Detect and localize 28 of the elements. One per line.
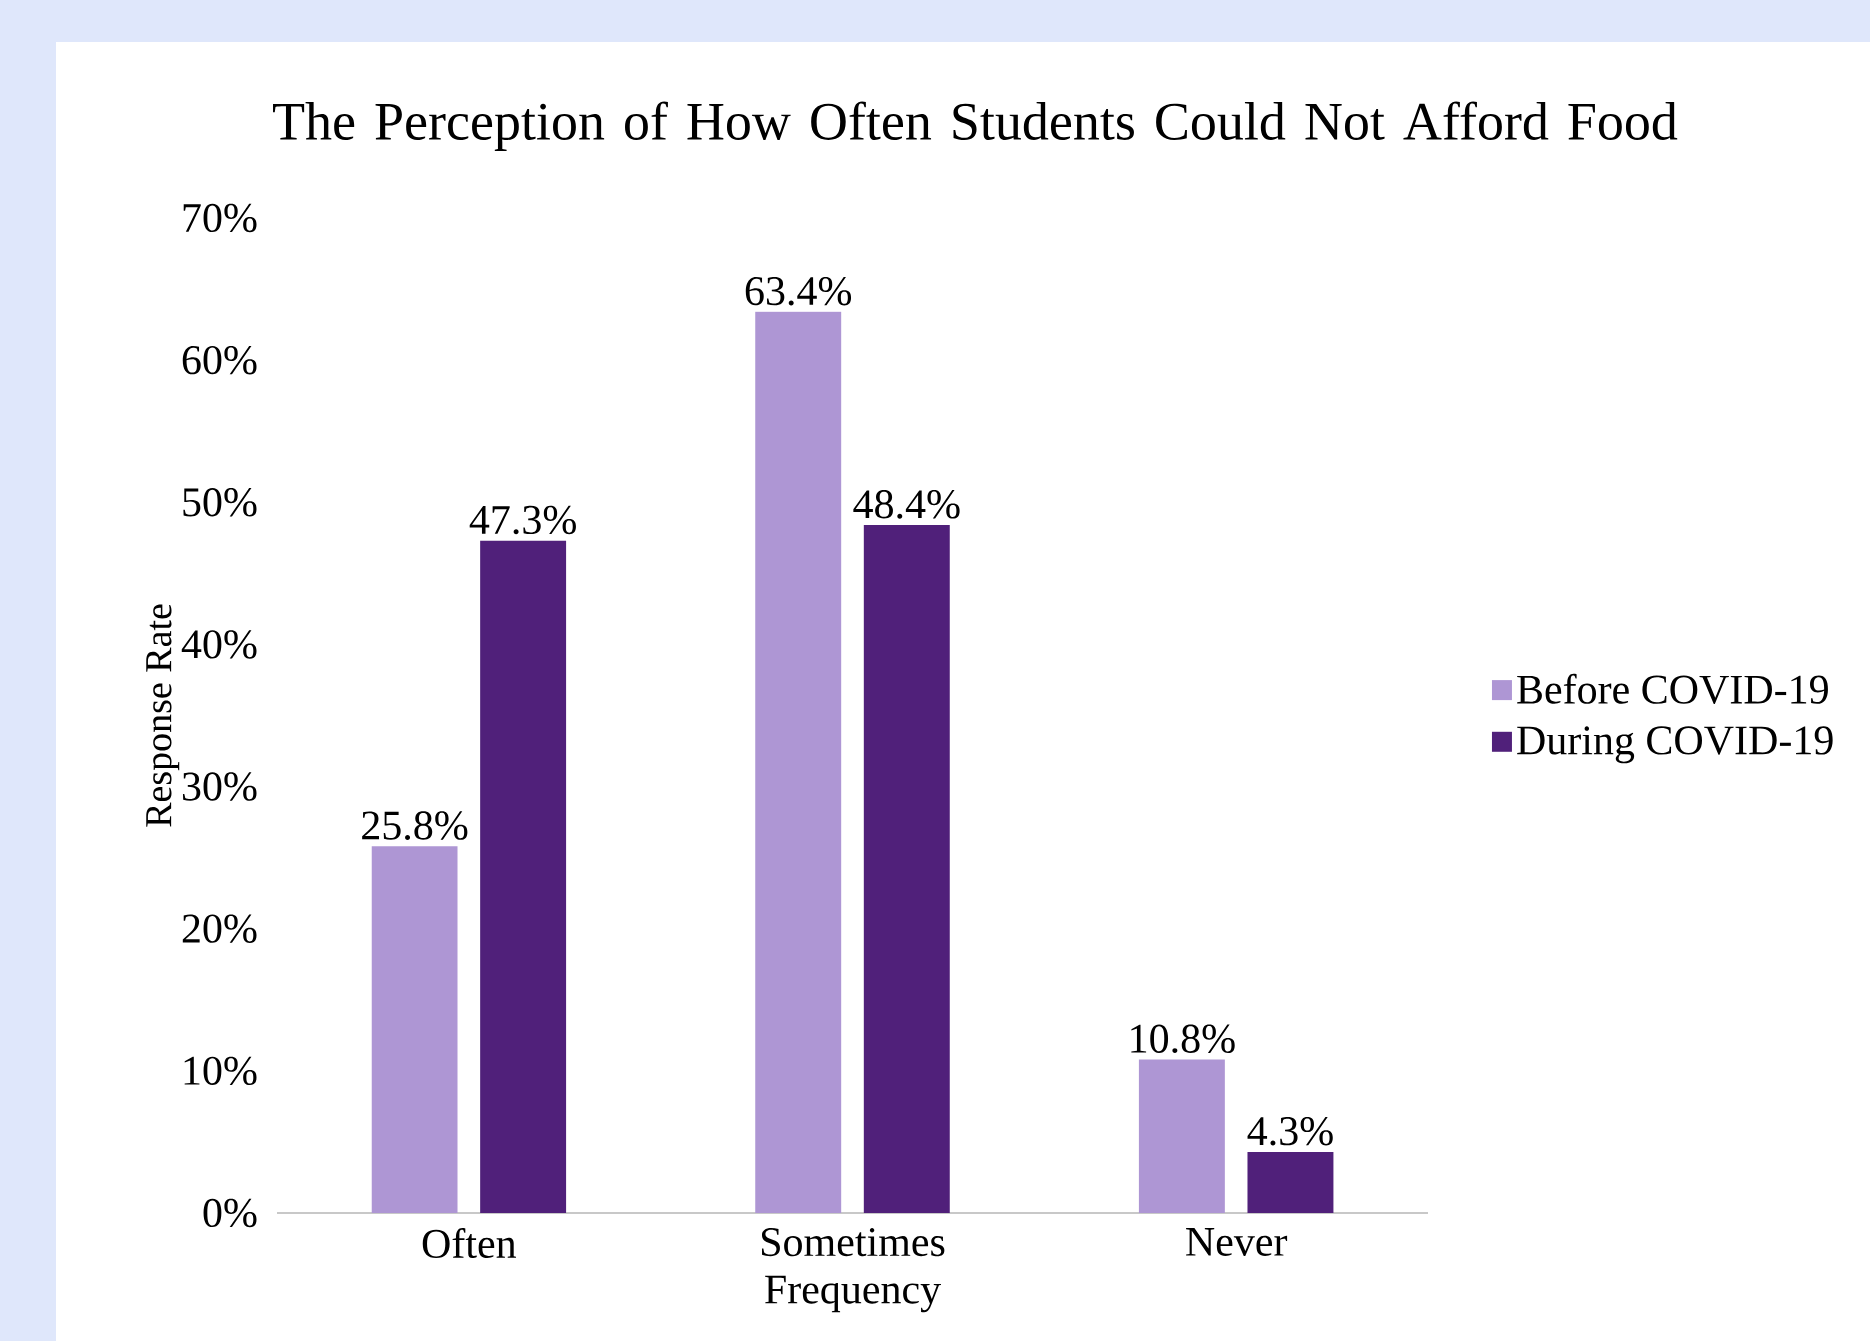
legend-label: Before COVID-19 bbox=[1517, 673, 1828, 705]
x-tick-label: Never bbox=[1186, 1228, 1288, 1256]
data-label: 10.8% bbox=[1131, 1024, 1235, 1054]
bar bbox=[755, 311, 842, 1213]
data-label: 48.4% bbox=[853, 490, 960, 519]
bar bbox=[371, 846, 458, 1213]
data-label: 63.4% bbox=[745, 276, 852, 306]
data-label: 4.3% bbox=[1247, 1116, 1333, 1146]
y-tick-label: 40% bbox=[181, 630, 257, 659]
data-label: 47.3% bbox=[469, 505, 576, 535]
x-tick-label: Often bbox=[422, 1228, 517, 1259]
y-tick-label: 50% bbox=[183, 488, 257, 517]
y-tick-label: 30% bbox=[182, 772, 257, 801]
y-axis-title: Response Rate bbox=[146, 604, 180, 827]
bar bbox=[480, 540, 567, 1213]
legend-label: During COVID-19 bbox=[1517, 726, 1833, 764]
x-axis-title: Frequency bbox=[765, 1275, 941, 1313]
y-tick-label: 20% bbox=[182, 914, 257, 943]
bar bbox=[1138, 1059, 1225, 1213]
bar bbox=[863, 525, 950, 1213]
y-tick-label: 60% bbox=[182, 345, 257, 375]
y-tick-label: 10% bbox=[184, 1056, 257, 1086]
chart-title: The Perception of How Often Students Could Not Afford Food bbox=[273, 101, 1678, 151]
y-tick-label: 0% bbox=[203, 1198, 257, 1228]
bar bbox=[1247, 1151, 1334, 1213]
x-tick-label: Sometimes bbox=[761, 1228, 945, 1257]
y-tick-label: 70% bbox=[183, 203, 257, 233]
data-label: 25.8% bbox=[362, 811, 468, 840]
